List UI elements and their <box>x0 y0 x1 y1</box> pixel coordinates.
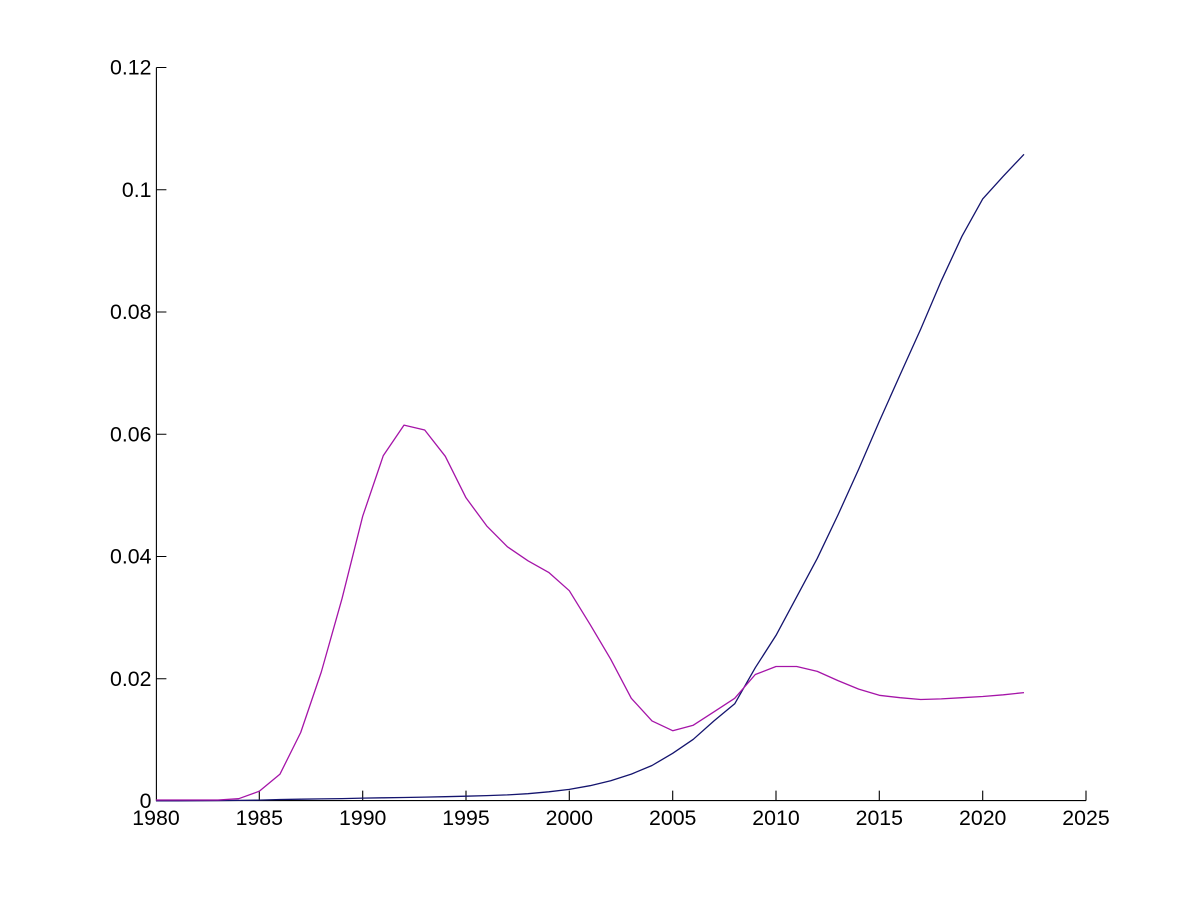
svg-text:1980: 1980 <box>132 806 180 830</box>
svg-text:0.12: 0.12 <box>110 56 151 80</box>
svg-text:0.08: 0.08 <box>110 300 151 324</box>
svg-text:1995: 1995 <box>442 806 489 830</box>
svg-text:2015: 2015 <box>856 806 903 830</box>
svg-text:0.04: 0.04 <box>110 545 152 569</box>
svg-text:1985: 1985 <box>236 806 283 830</box>
svg-text:2020: 2020 <box>959 806 1007 830</box>
svg-text:2005: 2005 <box>649 806 696 830</box>
svg-text:0.1: 0.1 <box>122 178 152 202</box>
svg-text:1990: 1990 <box>339 806 387 830</box>
svg-text:0.06: 0.06 <box>110 422 151 446</box>
svg-text:2000: 2000 <box>546 806 594 830</box>
svg-text:2010: 2010 <box>752 806 800 830</box>
svg-text:2025: 2025 <box>1062 806 1109 830</box>
svg-text:0.02: 0.02 <box>110 667 151 691</box>
svg-text:0: 0 <box>140 789 152 813</box>
